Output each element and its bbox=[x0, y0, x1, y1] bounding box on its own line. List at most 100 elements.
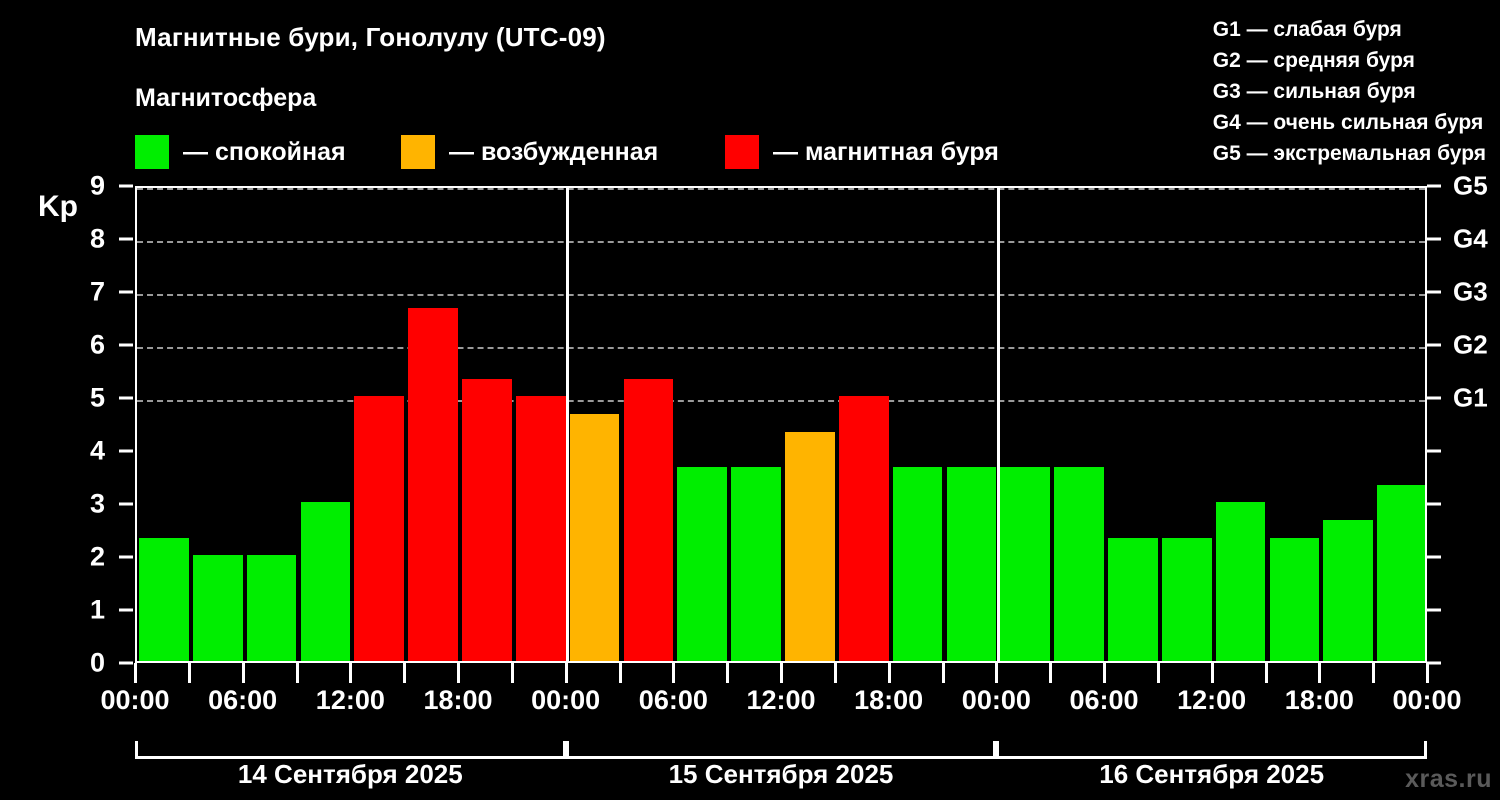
bar[interactable] bbox=[408, 307, 458, 661]
g-scale-legend: G1 — слабая буря G2 — средняя буря G3 — … bbox=[1213, 14, 1486, 169]
g-scale-line-g1: G1 — слабая буря bbox=[1212, 18, 1402, 41]
bar[interactable] bbox=[677, 466, 728, 661]
y-axis-right: G1 G2 G3 G4 G5 bbox=[1427, 171, 1500, 665]
bar[interactable] bbox=[139, 537, 189, 661]
y-tick-mark bbox=[119, 237, 133, 241]
g-tick-label-g1: G1 bbox=[1453, 382, 1488, 413]
bar[interactable] bbox=[1269, 537, 1320, 661]
bar[interactable] bbox=[785, 431, 835, 661]
bar[interactable] bbox=[1215, 502, 1266, 661]
x-tick-label: 18:00 bbox=[1284, 685, 1354, 715]
g-minor-tick-mark bbox=[1427, 502, 1441, 506]
x-tick-label: 00:00 bbox=[100, 685, 170, 715]
page-title: Магнитные бури, Гонолулу (UTC-09) bbox=[135, 22, 606, 52]
y-tick-mark bbox=[119, 396, 133, 400]
x-tick-label: 12:00 bbox=[746, 685, 816, 715]
x-tick-mark bbox=[1156, 663, 1160, 683]
x-tick-label: 12:00 bbox=[315, 685, 385, 715]
y-tick-mark bbox=[119, 661, 133, 665]
y-tick-label: 3 bbox=[89, 488, 105, 519]
x-tick-mark bbox=[995, 663, 999, 683]
y-tick-mark bbox=[119, 608, 133, 612]
x-tick-mark bbox=[403, 663, 407, 683]
bar[interactable] bbox=[246, 555, 297, 661]
x-tick-mark bbox=[780, 663, 783, 683]
legend-swatch-storm-icon bbox=[725, 135, 759, 169]
bar[interactable] bbox=[1108, 537, 1158, 661]
bar[interactable] bbox=[1000, 466, 1051, 661]
day-divider bbox=[566, 188, 570, 661]
x-tick-label: 00:00 bbox=[961, 685, 1031, 715]
g-minor-tick-mark bbox=[1427, 449, 1441, 453]
bar[interactable] bbox=[946, 466, 997, 661]
gridline bbox=[137, 400, 1425, 402]
g-tick-label-g4: G4 bbox=[1453, 223, 1488, 254]
bar[interactable] bbox=[1377, 484, 1425, 661]
g-tick-label-g5: G5 bbox=[1453, 170, 1488, 201]
y-tick-label: 4 bbox=[89, 435, 105, 466]
g-scale-line-g5: G5 — экстремальная буря bbox=[1212, 142, 1486, 165]
g-tick-mark bbox=[1427, 396, 1441, 400]
x-tick-mark bbox=[941, 663, 945, 683]
g-minor-tick-mark bbox=[1427, 661, 1441, 665]
bar[interactable] bbox=[1054, 466, 1104, 661]
y-tick-mark bbox=[119, 449, 133, 453]
bar[interactable] bbox=[462, 378, 512, 661]
x-tick-mark bbox=[1210, 663, 1214, 683]
x-tick-label: 12:00 bbox=[1177, 685, 1247, 715]
bar[interactable] bbox=[354, 396, 405, 661]
bar[interactable] bbox=[515, 396, 566, 661]
y-tick-label: 0 bbox=[89, 647, 105, 678]
g-tick-mark bbox=[1427, 237, 1441, 241]
day-label: 16 Сентября 2025 bbox=[1099, 759, 1325, 789]
x-tick-mark bbox=[672, 663, 676, 683]
watermark: xras.ru bbox=[1405, 765, 1492, 793]
legend-swatch-excited-icon bbox=[401, 135, 435, 169]
x-tick-mark bbox=[618, 663, 622, 683]
plot-area bbox=[135, 186, 1427, 663]
bar[interactable] bbox=[892, 466, 943, 661]
y-tick-mark bbox=[119, 290, 133, 294]
day-divider bbox=[996, 188, 1000, 661]
x-tick-mark bbox=[564, 663, 568, 683]
legend-entry-storm: — магнитная буря bbox=[725, 135, 999, 169]
x-tick-label: 18:00 bbox=[854, 685, 924, 715]
x-tick-label: 00:00 bbox=[531, 685, 601, 715]
legend-label-storm: — магнитная буря bbox=[773, 137, 999, 166]
y-tick-mark bbox=[119, 184, 133, 188]
day-bracket bbox=[565, 741, 997, 759]
day-bracket bbox=[996, 741, 1427, 759]
x-tick-mark bbox=[1318, 663, 1322, 683]
bar[interactable] bbox=[838, 396, 889, 661]
x-tick-mark bbox=[187, 663, 191, 683]
bar[interactable] bbox=[1161, 537, 1212, 661]
y-tick-mark bbox=[119, 555, 133, 559]
bar[interactable] bbox=[569, 413, 620, 661]
gridline bbox=[137, 188, 1425, 190]
gridline bbox=[137, 294, 1425, 296]
x-tick-label: 00:00 bbox=[1392, 685, 1462, 715]
x-tick-mark bbox=[833, 663, 837, 683]
bar[interactable] bbox=[300, 502, 351, 661]
y-tick-label: 7 bbox=[89, 276, 105, 307]
x-tick-mark bbox=[1426, 663, 1429, 683]
g-scale-line-g3: G3 — сильная буря bbox=[1212, 80, 1416, 103]
bar[interactable] bbox=[623, 378, 674, 661]
x-tick-mark bbox=[457, 663, 460, 683]
g-minor-tick-mark bbox=[1427, 608, 1441, 612]
x-tick-mark bbox=[349, 663, 353, 683]
x-tick-mark bbox=[510, 663, 514, 683]
bar[interactable] bbox=[1323, 519, 1374, 661]
gridline bbox=[137, 347, 1425, 349]
bar[interactable] bbox=[731, 466, 781, 661]
gridline bbox=[137, 241, 1425, 243]
legend-label-quiet: — спокойная bbox=[183, 137, 346, 166]
x-tick-mark bbox=[726, 663, 730, 683]
x-tick-mark bbox=[134, 663, 137, 683]
bar[interactable] bbox=[192, 555, 243, 661]
y-tick-label: 1 bbox=[89, 594, 105, 625]
legend-entry-excited: — возбужденная bbox=[401, 135, 658, 169]
g-scale-line-g4: G4 — очень сильная буря bbox=[1212, 111, 1484, 134]
bars-layer bbox=[137, 188, 1425, 661]
x-tick-label: 06:00 bbox=[1069, 685, 1139, 715]
